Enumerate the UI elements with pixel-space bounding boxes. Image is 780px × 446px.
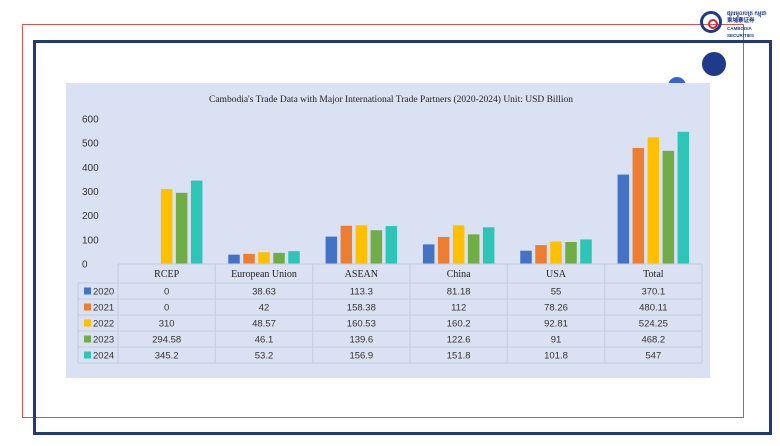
legend-label: 2024 bbox=[93, 351, 114, 362]
bar bbox=[190, 180, 203, 264]
category-label: USA bbox=[546, 269, 567, 280]
bar bbox=[662, 150, 675, 264]
bar bbox=[273, 252, 285, 264]
data-label: 122.6 bbox=[447, 335, 471, 346]
bar bbox=[288, 251, 300, 264]
outer-blue-frame bbox=[33, 40, 772, 435]
data-label: 310 bbox=[159, 319, 175, 330]
y-tick-label: 400 bbox=[82, 163, 99, 174]
data-label: 0 bbox=[164, 303, 169, 314]
bar bbox=[355, 225, 368, 264]
data-label: 524.25 bbox=[639, 319, 668, 330]
legend-swatch bbox=[84, 319, 91, 327]
data-label: 547 bbox=[645, 351, 661, 362]
y-tick-label: 100 bbox=[82, 235, 99, 246]
bar bbox=[228, 254, 240, 264]
y-tick-label: 500 bbox=[82, 139, 99, 150]
bar bbox=[385, 226, 398, 264]
category-label: China bbox=[447, 269, 471, 280]
bar bbox=[160, 189, 173, 264]
logo-khmer-text: ផ្សារមូលបត្រ កម្ពុជា bbox=[727, 11, 767, 17]
y-tick-label: 600 bbox=[82, 115, 99, 126]
data-label: 468.2 bbox=[641, 335, 665, 346]
legend-swatch bbox=[84, 351, 91, 359]
y-axis: 0 100 200 300 400 500 600 bbox=[82, 115, 99, 271]
legend-label: 2021 bbox=[93, 303, 114, 314]
data-label: 151.8 bbox=[447, 351, 471, 362]
data-label: 42 bbox=[259, 303, 270, 314]
legend-swatch bbox=[84, 335, 91, 343]
outer-red-frame bbox=[22, 24, 744, 418]
company-logo: ផ្សារមូលបត្រ កម្ពុជា 柬埔寨证券 CAMBODIA SECU… bbox=[700, 11, 778, 41]
data-label: 38.63 bbox=[252, 287, 276, 298]
decorative-half-dot bbox=[668, 77, 686, 86]
data-label: 53.2 bbox=[255, 351, 274, 362]
data-label: 139.6 bbox=[349, 335, 373, 346]
category-label: Total bbox=[643, 269, 664, 280]
data-label: 345.2 bbox=[155, 351, 179, 362]
data-label: 46.1 bbox=[255, 335, 274, 346]
category-label: European Union bbox=[231, 269, 297, 280]
data-label: 370.1 bbox=[641, 287, 665, 298]
bar bbox=[520, 250, 532, 264]
bar-chart: Cambodia's Trade Data with Major Interna… bbox=[77, 94, 703, 364]
y-tick-label: 200 bbox=[82, 211, 99, 222]
data-label: 55 bbox=[551, 287, 562, 298]
bar bbox=[632, 147, 645, 264]
bar bbox=[565, 242, 577, 264]
legend-label: 2022 bbox=[93, 319, 114, 330]
data-label: 101.8 bbox=[544, 351, 568, 362]
bar bbox=[580, 239, 592, 264]
data-label: 112 bbox=[451, 303, 466, 314]
data-label: 92.81 bbox=[544, 319, 568, 330]
legend-swatch bbox=[84, 287, 91, 295]
logo-english-text: CAMBODIA SECURITIES bbox=[727, 26, 755, 38]
bar bbox=[617, 174, 630, 264]
legend-swatch bbox=[84, 303, 91, 311]
data-label: 480.11 bbox=[639, 303, 667, 314]
data-label: 160.53 bbox=[347, 319, 376, 330]
y-tick-label: 300 bbox=[82, 187, 99, 198]
legend-label: 2020 bbox=[93, 287, 114, 298]
data-label: 81.18 bbox=[447, 287, 471, 298]
bar bbox=[325, 236, 338, 264]
logo-mark-icon bbox=[700, 11, 722, 33]
decorative-dot bbox=[702, 52, 726, 76]
logo-chinese-text: 柬埔寨证券 bbox=[727, 18, 755, 24]
bar bbox=[175, 192, 188, 264]
data-label: 78.26 bbox=[544, 303, 568, 314]
category-label: RCEP bbox=[154, 269, 179, 280]
data-label: 48.57 bbox=[252, 319, 276, 330]
legend-label: 2023 bbox=[93, 335, 114, 346]
chart-title: Cambodia's Trade Data with Major Interna… bbox=[209, 94, 573, 105]
data-label: 156.9 bbox=[349, 351, 373, 362]
chart-panel: Cambodia's Trade Data with Major Interna… bbox=[66, 83, 710, 378]
bar bbox=[258, 252, 270, 264]
bar bbox=[422, 244, 435, 264]
bar bbox=[467, 234, 480, 264]
bar bbox=[437, 236, 450, 264]
bar bbox=[243, 253, 255, 264]
bar bbox=[677, 131, 690, 264]
bar bbox=[647, 137, 660, 264]
data-label: 0 bbox=[164, 287, 169, 298]
y-tick-label: 0 bbox=[82, 260, 88, 271]
data-label: 91 bbox=[551, 335, 562, 346]
data-label: 158.38 bbox=[347, 303, 376, 314]
category-label: ASEAN bbox=[345, 269, 378, 280]
bar bbox=[535, 245, 547, 264]
data-label: 113.3 bbox=[350, 287, 373, 298]
bar bbox=[452, 225, 465, 264]
data-table: RCEP European Union ASEAN China USA Total 2020… bbox=[77, 263, 703, 364]
bar bbox=[340, 225, 353, 264]
bars bbox=[160, 131, 690, 264]
data-label: 294.58 bbox=[152, 335, 181, 346]
bar bbox=[482, 227, 495, 264]
bar bbox=[550, 241, 562, 264]
data-label: 160.2 bbox=[447, 319, 471, 330]
bar bbox=[370, 230, 383, 264]
